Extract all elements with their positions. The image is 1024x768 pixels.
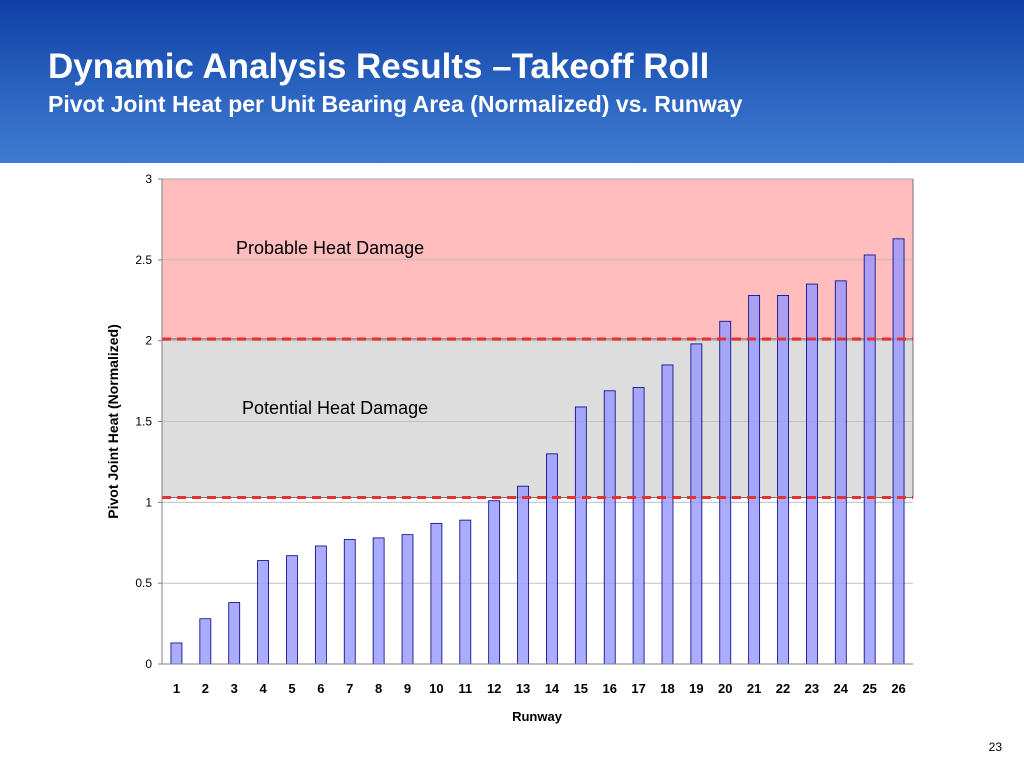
x-tick-label: 2 [202,681,209,696]
x-tick-label: 10 [429,681,443,696]
y-axis-title: Pivot Joint Heat (Normalized) [105,324,121,518]
slide-header [0,0,1024,163]
x-tick-label: 21 [747,681,761,696]
potential-heat-damage-zone [161,338,914,498]
bar-runway-15 [574,406,587,665]
x-tick-label: 11 [458,681,472,696]
x-tick-label: 20 [718,681,732,696]
x-tick-label: 14 [545,681,560,696]
potential-heat-damage-label: Potential Heat Damage [242,398,428,418]
y-tick-label: 2 [145,334,152,348]
axis-layer [158,178,913,665]
x-tick-label: 6 [317,681,324,696]
bar-runway-14 [546,453,558,665]
x-tick-label: 7 [346,681,353,696]
y-tick-label: 1 [145,495,152,509]
bar-runway-4 [257,560,269,665]
bar-runway-2 [199,618,212,665]
y-tick-label: 0 [145,657,152,671]
x-tick-label: 26 [891,681,905,696]
x-tick-label: 3 [231,681,238,696]
x-tick-label: 1 [173,681,180,696]
bar-runway-8 [372,537,385,665]
x-tick-label: 15 [574,681,588,696]
x-tick-label: 23 [805,681,819,696]
x-tick-label: 17 [631,681,645,696]
bar-runway-13 [517,485,529,665]
x-tick-label: 16 [602,681,616,696]
y-tick-label: 0.5 [135,576,152,590]
x-tick-label: 4 [259,681,267,696]
bar-runway-6 [314,545,327,665]
bar-runway-17 [632,387,645,665]
x-axis-title: Runway [512,709,563,724]
x-tick-label: 9 [404,681,411,696]
x-tick-label: 13 [516,681,530,696]
bar-runway-9 [401,534,414,665]
x-tick-label: 5 [288,681,295,696]
x-tick-label: 12 [487,681,501,696]
slide-subtitle: Pivot Joint Heat per Unit Bearing Area (… [48,91,743,117]
bar-runway-18 [661,364,674,665]
bar-runway-20 [719,320,732,665]
bar-runway-16 [603,390,616,665]
y-tick-label: 1.5 [135,415,152,429]
x-tick-label: 18 [660,681,674,696]
bar-runway-19 [690,343,703,665]
x-tick-label: 19 [689,681,703,696]
y-tick-label: 3 [145,172,152,186]
bar-runway-11 [459,519,472,665]
x-tick-label: 24 [834,681,849,696]
bars-layer [170,238,905,665]
heat-bar-chart: 00.511.522.531 2 3 4 5 6 7 8 9 10 11 12 13 14 15 16 17 18… [105,172,914,724]
bar-runway-22 [777,294,789,665]
bar-runway-5 [286,555,298,665]
threshold-lines-layer [162,337,913,499]
probable-heat-damage-zone [161,178,914,340]
bar-runway-10 [430,522,443,665]
bar-runway-21 [748,294,761,665]
x-tick-label: 25 [862,681,876,696]
page-number: 23 [988,740,1002,754]
bar-runway-12 [488,500,501,665]
probable-heat-damage-label: Probable Heat Damage [236,238,424,258]
x-tick-label: 8 [375,681,382,696]
bar-runway-26 [892,238,905,665]
y-tick-label: 2.5 [135,253,152,267]
bar-runway-3 [228,602,241,665]
bar-runway-25 [863,254,876,665]
slide-title: Dynamic Analysis Results –Takeoff Roll [48,47,710,86]
bar-runway-1 [170,642,183,665]
bar-runway-23 [806,283,818,665]
labels-layer: 00.511.522.531 2 3 4 5 6 7 8 9 10 11 12 13 14 15 16 17 18… [105,172,906,724]
x-tick-label: 22 [776,681,790,696]
bar-runway-7 [343,539,356,665]
